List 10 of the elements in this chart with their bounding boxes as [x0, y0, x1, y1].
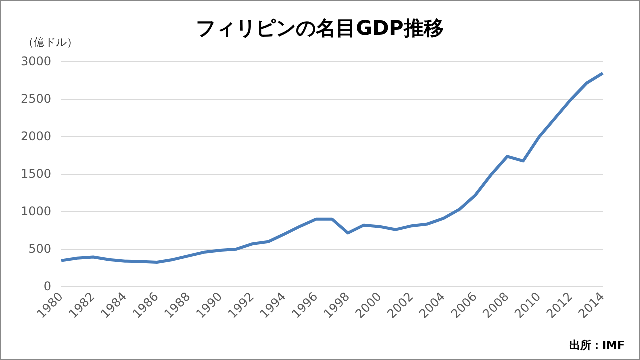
- text: 出所：IMF: [569, 338, 625, 353]
- y-tick-label: 500: [28, 242, 52, 256]
- y-tick-label: 2500: [20, 92, 52, 106]
- y-tick-label: 3000: [20, 54, 52, 68]
- y-tick-label: 1500: [20, 166, 52, 181]
- y-tick-label: 2000: [20, 129, 52, 144]
- y-tick-label: 1000: [20, 204, 52, 218]
- y-axis-title: （億ドル）: [23, 35, 78, 50]
- y-tick-label: 0: [44, 279, 52, 294]
- chart-title: フィリピンの名目GDP推移: [196, 16, 444, 40]
